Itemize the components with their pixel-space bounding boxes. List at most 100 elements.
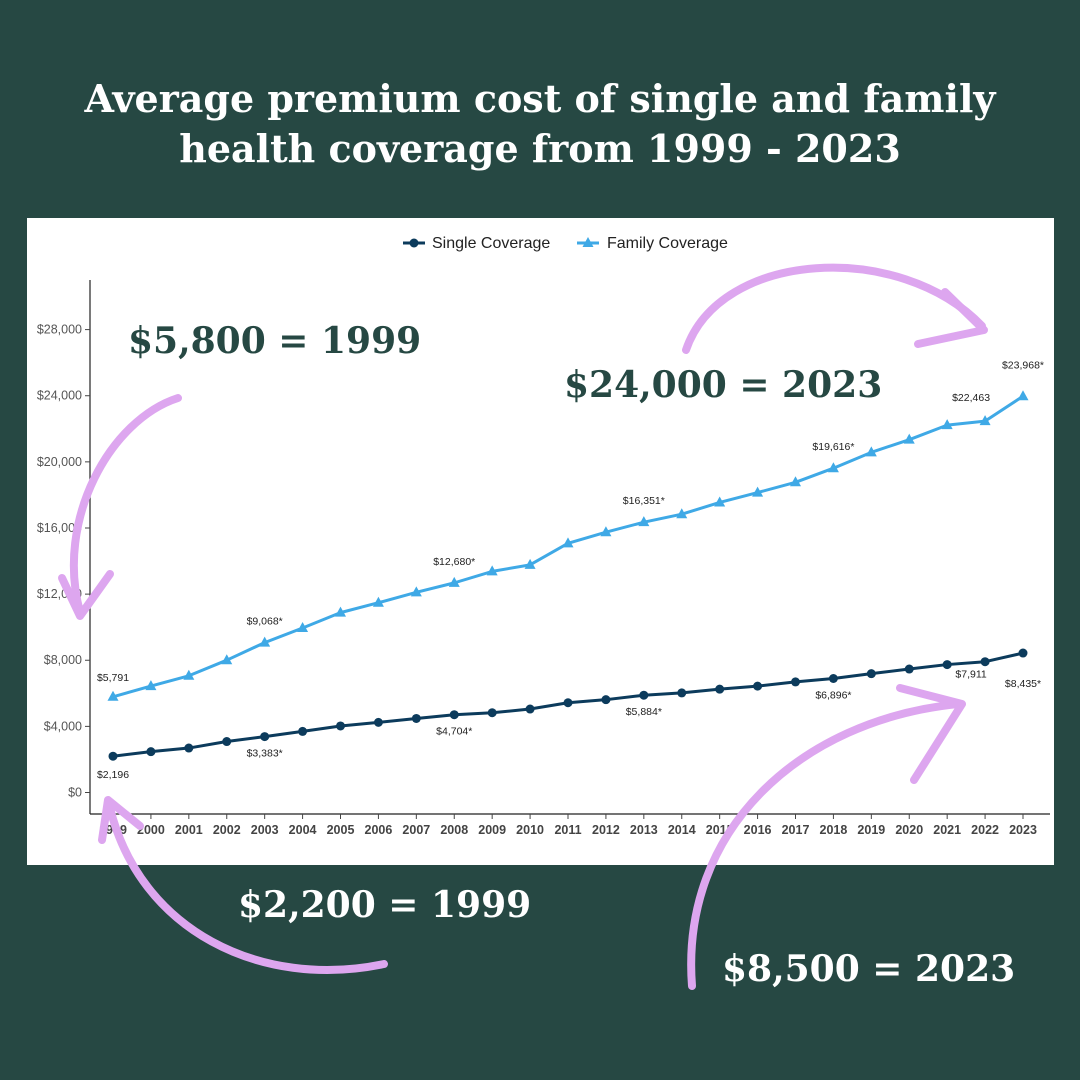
- data-point: [638, 516, 650, 527]
- data-label: $6,896*: [815, 689, 851, 701]
- x-tick-label: 2015: [706, 823, 734, 837]
- data-point: [487, 708, 497, 718]
- data-point: [449, 710, 459, 720]
- data-point: [562, 537, 574, 548]
- data-point: [639, 690, 649, 700]
- callout-family-2023: $24,000 = 2023: [564, 364, 883, 406]
- data-point: [145, 680, 157, 691]
- y-tick-label: $16,000: [37, 521, 82, 535]
- x-tick-label: 2005: [327, 823, 355, 837]
- data-point: [600, 526, 612, 537]
- x-tick-label: 2001: [175, 823, 203, 837]
- x-tick-label: 2010: [516, 823, 544, 837]
- data-label: $5,791: [97, 672, 129, 684]
- legend-marker: [582, 237, 594, 247]
- y-tick-label: $12,000: [37, 587, 82, 601]
- y-tick-label: $28,000: [37, 323, 82, 337]
- callout-single-2023: $8,500 = 2023: [722, 948, 1016, 990]
- data-point: [107, 690, 119, 701]
- x-tick-label: 2006: [365, 823, 393, 837]
- y-tick-label: $0: [68, 786, 82, 800]
- data-point: [1018, 648, 1028, 658]
- x-tick-label: 2017: [782, 823, 810, 837]
- data-label: $19,616*: [812, 441, 854, 453]
- data-point: [791, 677, 800, 687]
- data-point: [335, 606, 346, 617]
- data-point: [221, 654, 233, 665]
- data-point: [790, 476, 801, 487]
- series-family-coverage: [107, 390, 1029, 701]
- chart-card: $0 $4,000 $8,000 $12,000 $16,000 $20,000 $24,0…: [27, 218, 1054, 865]
- data-point: [297, 622, 309, 633]
- x-tick-label: 2022: [971, 823, 999, 837]
- data-point: [941, 419, 953, 430]
- data-label: $7,911: [955, 669, 986, 681]
- data-point: [904, 664, 914, 674]
- legend-label: Family Coverage: [607, 235, 728, 252]
- x-tick-label: 2019: [857, 823, 885, 837]
- legend: Single Coverage Family Coverage: [403, 235, 728, 252]
- x-tick-label: 2002: [213, 823, 241, 837]
- callout-family-1999: $5,800 = 1999: [128, 320, 422, 362]
- line-chart: $0 $4,000 $8,000 $12,000 $16,000 $20,000 $24,0…: [37, 235, 1050, 837]
- x-tick-label: 2023: [1009, 823, 1037, 837]
- x-tick-label: 2008: [440, 823, 468, 837]
- data-label: $22,463: [952, 392, 990, 404]
- data-point: [373, 717, 383, 727]
- data-point: [184, 743, 194, 753]
- x-tick-label: 2009: [478, 823, 506, 837]
- x-tick-label: 2020: [895, 823, 923, 837]
- data-point: [410, 586, 422, 597]
- data-point: [260, 732, 270, 742]
- data-point: [108, 751, 118, 761]
- x-tick-label: 2018: [820, 823, 848, 837]
- x-tick-label: 1999: [99, 823, 127, 837]
- y-tick-label: $20,000: [37, 455, 82, 469]
- page-title: Average premium cost of single and famil…: [0, 74, 1080, 174]
- data-point: [183, 669, 195, 680]
- legend-label: Single Coverage: [432, 235, 550, 252]
- data-point: [259, 636, 271, 647]
- data-label: $9,068*: [247, 616, 283, 628]
- data-point: [411, 713, 421, 723]
- x-tick-label: 2000: [137, 823, 165, 837]
- data-point: [146, 747, 156, 757]
- data-point: [942, 660, 952, 670]
- x-tick-label: 2016: [744, 823, 772, 837]
- data-point: [486, 565, 498, 576]
- y-tick-label: $24,000: [37, 389, 82, 403]
- x-tick-label: 2014: [668, 823, 696, 837]
- y-tick-label: $8,000: [44, 653, 82, 667]
- page-title-line-1: Average premium cost of single and famil…: [84, 76, 996, 121]
- data-point: [866, 669, 876, 679]
- x-tick-label: 2012: [592, 823, 620, 837]
- y-tick-label: $4,000: [44, 719, 82, 733]
- data-label: $23,968*: [1002, 359, 1044, 371]
- data-point: [715, 684, 725, 694]
- data-point: [448, 576, 460, 587]
- data-label: $16,351*: [623, 495, 665, 507]
- data-point: [752, 486, 764, 497]
- data-label: $2,196: [97, 769, 129, 781]
- data-label: $4,704*: [436, 726, 472, 738]
- data-point: [714, 496, 726, 507]
- data-point: [372, 596, 384, 607]
- x-tick-label: 2007: [402, 823, 430, 837]
- data-point: [980, 657, 990, 667]
- x-tick-label: 2013: [630, 823, 658, 837]
- data-point: [601, 695, 611, 705]
- data-point: [828, 673, 838, 683]
- data-point: [903, 433, 915, 444]
- series-single-coverage: [108, 648, 1028, 761]
- data-point: [336, 721, 345, 731]
- data-point: [563, 698, 573, 708]
- data-label: $3,383*: [247, 748, 283, 760]
- data-label: $5,884*: [626, 706, 662, 718]
- x-tick-label: 2003: [251, 823, 279, 837]
- x-tick-label: 2011: [554, 823, 581, 837]
- page-title-line-2: health coverage from 1999 - 2023: [179, 126, 901, 171]
- data-point: [298, 726, 308, 736]
- data-point: [865, 446, 877, 457]
- data-point: [676, 508, 688, 519]
- data-label: $12,680*: [433, 556, 475, 568]
